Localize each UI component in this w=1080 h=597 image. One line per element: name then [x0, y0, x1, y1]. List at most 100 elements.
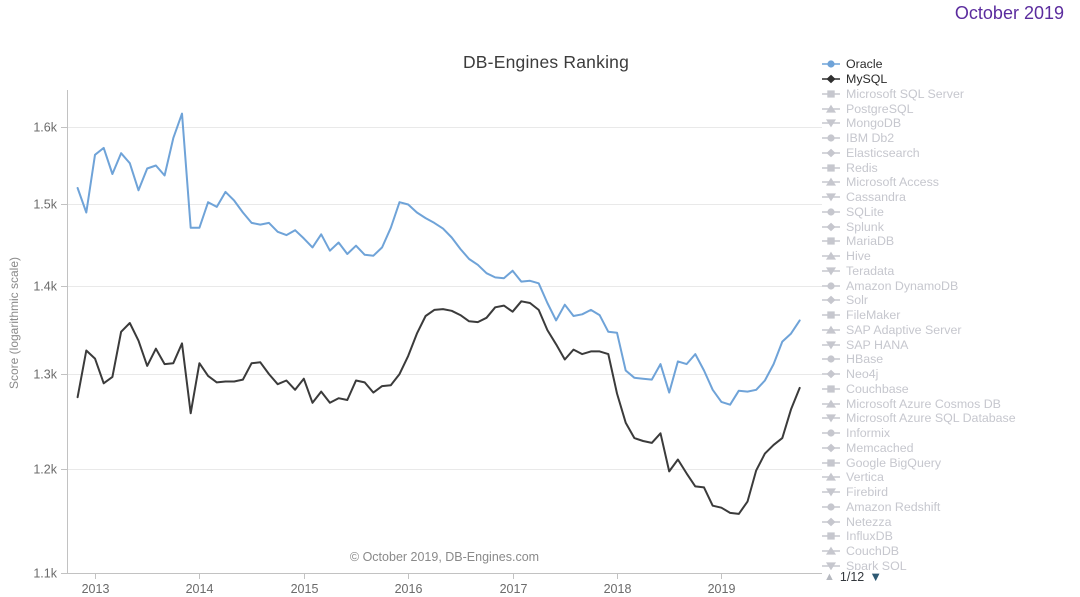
legend-item-label: SAP Adaptive Server: [846, 322, 962, 337]
legend-item-amazon-dynamodb[interactable]: Amazon DynamoDB: [822, 278, 1076, 293]
legend-item-informix[interactable]: Informix: [822, 426, 1076, 441]
y-tick-label: 1.5k: [33, 198, 57, 212]
legend-circle-marker-icon: [822, 208, 840, 216]
legend-item-hive[interactable]: Hive: [822, 249, 1076, 264]
y-tick-label: 1.6k: [33, 121, 57, 135]
legend-item-label: IBM Db2: [846, 131, 895, 146]
legend-item-label: Neo4j: [846, 367, 879, 382]
legend-diamond-marker-icon: [822, 148, 840, 158]
legend-triangle-down-marker-icon: [822, 488, 840, 497]
legend-diamond-marker-icon: [822, 296, 840, 305]
legend-item-neo4j[interactable]: Neo4j: [822, 367, 1076, 382]
copyright-note: © October 2019, DB-Engines.com: [349, 550, 540, 564]
legend-item-memcached[interactable]: Memcached: [822, 441, 1076, 456]
legend-item-solr[interactable]: Solr: [822, 293, 1076, 308]
legend-item-microsoft-azure-sql-database[interactable]: Microsoft Azure SQL Database: [822, 411, 1076, 426]
legend-item-microsoft-access[interactable]: Microsoft Access: [822, 175, 1076, 190]
legend-item-label: Informix: [846, 426, 891, 441]
legend-item-oracle[interactable]: Oracle: [822, 57, 1076, 72]
legend-page-down-icon[interactable]: ▼: [869, 569, 883, 584]
legend-item-label: Microsoft SQL Server: [846, 86, 964, 101]
legend-item-label: Spark SQL: [846, 558, 907, 570]
legend-item-label: Splunk: [846, 219, 884, 234]
legend-triangle-up-marker-icon: [822, 399, 840, 408]
legend-item-label: InfluxDB: [846, 529, 893, 544]
legend-diamond-marker-icon: [822, 222, 840, 231]
oracle-series-line[interactable]: [76, 112, 801, 406]
legend-item-label: Amazon DynamoDB: [846, 278, 959, 293]
legend-item-label: Cassandra: [846, 190, 906, 205]
legend-item-redis[interactable]: Redis: [822, 160, 1076, 175]
legend-triangle-down-marker-icon: [822, 414, 840, 423]
legend-circle-marker-icon: [822, 282, 840, 290]
legend-circle-marker-icon: [822, 429, 840, 437]
mysql-series-line[interactable]: [76, 300, 801, 515]
legend-triangle-up-marker-icon: [822, 473, 840, 481]
legend-item-influxdb[interactable]: InfluxDB: [822, 529, 1076, 544]
legend-item-label: Vertica: [846, 470, 884, 485]
y-tick-label: 1.4k: [33, 280, 57, 294]
legend-triangle-up-marker-icon: [822, 325, 840, 334]
legend-item-label: CouchDB: [846, 544, 900, 559]
legend-item-label: MariaDB: [846, 234, 895, 249]
legend-item-label: MySQL: [846, 72, 888, 87]
legend-item-label: Microsoft Access: [846, 175, 939, 190]
legend-item-label: SQLite: [846, 204, 884, 219]
legend-circle-marker-icon: [822, 60, 840, 68]
legend-item-splunk[interactable]: Splunk: [822, 219, 1076, 234]
legend-item-ibm-db2[interactable]: IBM Db2: [822, 131, 1076, 146]
legend-item-mysql[interactable]: MySQL: [822, 72, 1076, 87]
legend-item-microsoft-azure-cosmos-db[interactable]: Microsoft Azure Cosmos DB: [822, 396, 1076, 411]
legend-item-firebird[interactable]: Firebird: [822, 485, 1076, 500]
y-tick-label: 1.3k: [33, 368, 57, 382]
legend-item-filemaker[interactable]: FileMaker: [822, 308, 1076, 323]
y-axis-title: Score (logarithmic scale): [7, 256, 21, 390]
x-tick-label: 2018: [604, 582, 632, 596]
legend-item-label: Microsoft Azure SQL Database: [846, 411, 1016, 426]
legend-diamond-marker-icon: [822, 517, 840, 526]
legend-square-marker-icon: [822, 237, 840, 245]
x-tick-label: 2017: [500, 582, 528, 596]
legend-item-sap-hana[interactable]: SAP HANA: [822, 337, 1076, 352]
legend-item-couchdb[interactable]: CouchDB: [822, 544, 1076, 559]
legend-item-mariadb[interactable]: MariaDB: [822, 234, 1076, 249]
legend-item-label: Elasticsearch: [846, 145, 920, 160]
legend-diamond-marker-icon: [822, 74, 840, 84]
legend-item-amazon-redshift[interactable]: Amazon Redshift: [822, 500, 1076, 515]
legend-circle-marker-icon: [822, 355, 840, 363]
legend-item-cassandra[interactable]: Cassandra: [822, 190, 1076, 205]
legend-item-netezza[interactable]: Netezza: [822, 514, 1076, 529]
legend-square-marker-icon: [822, 532, 840, 540]
legend-item-spark-sql[interactable]: Spark SQL: [822, 558, 1076, 570]
legend-item-couchbase[interactable]: Couchbase: [822, 382, 1076, 397]
legend-item-label: Firebird: [846, 485, 888, 500]
legend-item-label: Hive: [846, 249, 871, 264]
legend-page-up-icon[interactable]: ▲: [824, 570, 835, 583]
legend-item-teradata[interactable]: Teradata: [822, 264, 1076, 279]
legend-item-label: Redis: [846, 160, 878, 175]
legend-item-sqlite[interactable]: SQLite: [822, 205, 1076, 220]
legend-item-label: Amazon Redshift: [846, 499, 941, 514]
legend-item-google-bigquery[interactable]: Google BigQuery: [822, 455, 1076, 470]
x-tick-label: 2014: [186, 582, 214, 596]
legend-square-marker-icon: [822, 164, 840, 172]
legend-circle-marker-icon: [822, 503, 840, 511]
legend-item-mongodb[interactable]: MongoDB: [822, 116, 1076, 131]
legend-item-vertica[interactable]: Vertica: [822, 470, 1076, 485]
legend-item-sap-adaptive-server[interactable]: SAP Adaptive Server: [822, 323, 1076, 338]
legend-item-postgresql[interactable]: PostgreSQL: [822, 101, 1076, 116]
legend-pagination: ▲ 1/12 ▼: [824, 569, 882, 584]
legend-item-label: Microsoft Azure Cosmos DB: [846, 396, 1001, 411]
legend-item-microsoft-sql-server[interactable]: Microsoft SQL Server: [822, 87, 1076, 102]
legend-item-label: Solr: [846, 293, 869, 308]
legend-item-elasticsearch[interactable]: Elasticsearch: [822, 146, 1076, 161]
legend-item-hbase[interactable]: HBase: [822, 352, 1076, 367]
legend-item-label: HBase: [846, 352, 884, 367]
legend-triangle-down-marker-icon: [822, 119, 840, 128]
legend-diamond-marker-icon: [822, 369, 840, 379]
legend-square-marker-icon: [822, 385, 840, 393]
legend-circle-marker-icon: [822, 134, 840, 142]
legend-item-label: PostgreSQL: [846, 101, 914, 116]
